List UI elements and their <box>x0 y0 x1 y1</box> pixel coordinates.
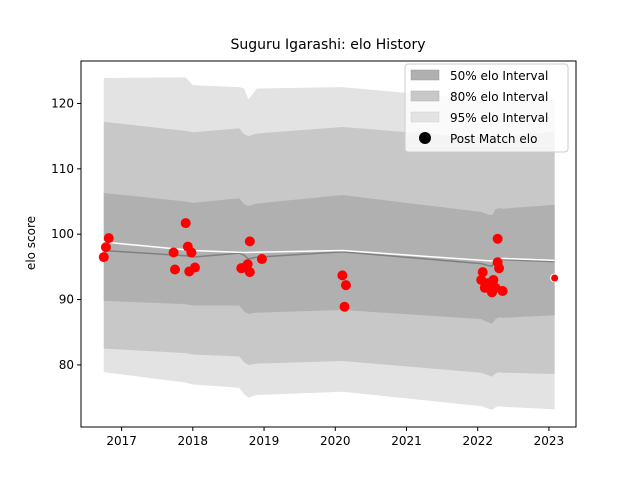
legend-label-50: 50% elo Interval <box>450 69 548 83</box>
legend-swatch-50 <box>410 69 440 81</box>
post-match-elo-point <box>103 233 114 244</box>
post-match-elo-point <box>100 242 111 253</box>
band-50-interval <box>103 193 555 324</box>
legend-swatch-80 <box>410 90 440 102</box>
x-tick-label: 2019 <box>249 434 280 448</box>
post-match-elo-point <box>488 274 499 285</box>
post-match-elo-point <box>244 267 255 278</box>
legend-marker-post-match <box>419 132 431 144</box>
post-match-elo-point <box>186 247 197 258</box>
post-match-elo-point <box>477 267 488 278</box>
x-tick-label: 2018 <box>178 434 209 448</box>
post-match-elo-point <box>497 286 508 297</box>
post-match-elo-point <box>242 259 253 270</box>
legend-frame <box>404 63 569 153</box>
y-tick-label: 110 <box>51 162 74 176</box>
post-match-elo-point <box>98 252 109 263</box>
post-match-elo-point <box>170 264 181 275</box>
post-match-elo-point <box>550 273 560 283</box>
x-tick-label: 2020 <box>320 434 351 448</box>
post-match-elo-point <box>168 247 179 258</box>
axes-frame <box>80 60 577 428</box>
x-tick-label: 2022 <box>462 434 493 448</box>
post-match-elo-point <box>337 270 348 281</box>
post-match-elo-point <box>256 254 267 265</box>
post-match-elo-point <box>339 301 350 312</box>
post-match-elo-point <box>180 218 191 229</box>
legend-label-80: 80% elo Interval <box>450 90 548 104</box>
post-match-elo-point <box>340 280 351 291</box>
y-tick-label: 90 <box>59 293 74 307</box>
chart-title: Suguru Igarashi: elo History <box>230 37 425 53</box>
x-tick-label: 2021 <box>391 434 422 448</box>
x-tick-label: 2023 <box>534 434 565 448</box>
legend-swatch-95 <box>410 111 440 123</box>
y-tick-label: 80 <box>59 358 74 372</box>
post-match-elo-point <box>189 262 200 273</box>
legend-label-95: 95% elo Interval <box>450 111 548 125</box>
y-tick-label: 120 <box>51 96 74 110</box>
legend-label-post-match: Post Match elo <box>450 132 537 146</box>
plot-area <box>98 77 560 411</box>
y-tick-label: 100 <box>51 227 74 241</box>
legend: 50% elo Interval 80% elo Interval 95% el… <box>404 63 569 153</box>
post-match-elo-point <box>244 236 255 247</box>
y-axis-label: elo score <box>24 216 38 270</box>
post-match-elo-point <box>492 233 503 244</box>
axes: 2017 2018 2019 2020 2021 2022 2023 80 90 100 110 12… <box>51 60 577 448</box>
x-tick-label: 2017 <box>106 434 137 448</box>
post-match-elo-point <box>494 263 505 274</box>
